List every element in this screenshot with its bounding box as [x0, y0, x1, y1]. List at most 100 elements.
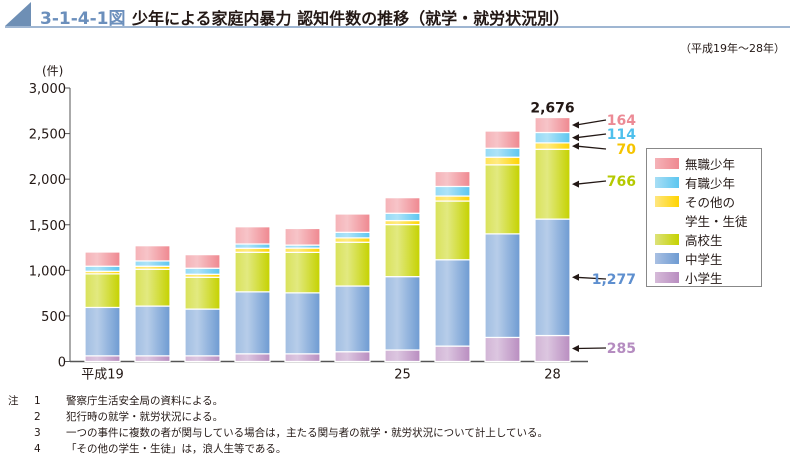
note-item: 2 犯行時の就学・就労状況による。 — [8, 409, 548, 425]
bar-segment — [434, 185, 471, 197]
note-text: 警察庁生活安全局の資料による。 — [66, 395, 224, 407]
bar-segment — [384, 276, 421, 351]
legend-swatch — [655, 253, 679, 264]
note-number: 3 — [34, 427, 41, 439]
annotation-arrow — [575, 119, 607, 126]
y-tick-label: 2,500 — [29, 128, 66, 143]
bar-segment — [484, 130, 521, 149]
bar-segment — [134, 268, 171, 307]
bar-segment — [234, 353, 271, 363]
bar-segment — [434, 195, 471, 202]
figure-number: 3-1-4-1図 — [40, 9, 126, 29]
y-tick-label: 0 — [58, 356, 66, 371]
bar-segment — [284, 227, 321, 246]
bar-segment — [484, 336, 521, 363]
note-number: 2 — [34, 411, 41, 423]
legend-swatch — [655, 177, 679, 188]
total-label: 2,676 — [530, 101, 574, 117]
legend-label: 学生・生徒 — [685, 214, 748, 229]
legend-item-employed: 有職少年 — [655, 173, 735, 192]
bar-segment — [134, 245, 171, 262]
bar-segment — [284, 247, 321, 253]
bar-segment — [334, 241, 371, 287]
bar-segment — [184, 254, 221, 269]
legend-item-middle: 中学生 — [655, 249, 723, 268]
x-tick-label: 平成19 — [81, 368, 124, 383]
legend-item-other: その他の — [655, 192, 735, 211]
y-axis-label: (件) — [42, 64, 63, 78]
bar-segment — [534, 218, 571, 337]
legend-swatch — [655, 234, 679, 245]
arrowhead-icon — [572, 273, 579, 281]
bar-segment — [234, 251, 271, 293]
annotation-label: 1,277 — [592, 272, 636, 288]
x-tick-label: 25 — [394, 368, 411, 383]
bar-segment — [134, 260, 171, 267]
legend-label: その他の — [685, 195, 736, 210]
bar-segment — [84, 273, 121, 309]
y-tick-label: 1,500 — [29, 219, 66, 234]
bar-segment — [334, 351, 371, 363]
note-text: 一つの事件に複数の者が関与している場合は，主たる関与者の就学・就労状況について計… — [66, 427, 549, 439]
annotation-label: 285 — [607, 341, 636, 357]
y-tick-label: 2,000 — [29, 173, 66, 188]
note-text: 犯行時の就学・就労状況による。 — [66, 411, 224, 423]
bar-segment — [384, 197, 421, 214]
bar-segment — [134, 305, 171, 357]
legend-swatch — [655, 196, 679, 207]
note-item: 4 「その他の学生・生徒」は，浪人生等である。 — [8, 441, 548, 457]
annotation-arrow — [575, 180, 607, 185]
note-item: 3 一つの事件に複数の者が関与している場合は，主たる関与者の就学・就労状況について… — [8, 425, 548, 441]
y-tick-label: 500 — [41, 310, 66, 325]
bar-segment — [334, 231, 371, 239]
bar-segment — [384, 223, 421, 278]
legend-label: 有職少年 — [685, 176, 736, 191]
legend-swatch — [655, 158, 679, 169]
bar-segment — [484, 164, 521, 235]
annotation-label: 114 — [607, 127, 636, 143]
legend-item-high: 高校生 — [655, 230, 723, 249]
bar-segment — [134, 355, 171, 363]
annotation-arrow — [575, 133, 607, 139]
note-item: 注 1 警察庁生活安全局の資料による。 — [8, 393, 548, 409]
title-triangle-icon — [5, 2, 31, 26]
period-label: （平成19年～28年） — [680, 42, 785, 55]
bar-segment — [234, 243, 271, 249]
bar-segment — [184, 308, 221, 357]
bar-segment — [534, 148, 571, 220]
bar-segment — [484, 147, 521, 158]
notes-prefix: 注 — [8, 395, 19, 407]
legend-label: 高校生 — [685, 233, 723, 248]
bar-segment — [184, 276, 221, 310]
bar-segment — [484, 156, 521, 166]
arrowhead-icon — [572, 345, 579, 353]
bar-segment — [184, 267, 221, 275]
bar-segment — [334, 237, 371, 243]
bar-segment — [534, 334, 571, 363]
bar-segment — [434, 259, 471, 347]
bar-segment — [284, 251, 321, 294]
bar-segment — [534, 142, 571, 150]
arrowhead-icon — [572, 180, 579, 188]
arrowhead-icon — [572, 134, 579, 142]
legend: 無職少年 有職少年 その他の 学生・生徒 高校生 中学生 小学生 — [646, 148, 762, 287]
note-number: 4 — [34, 443, 41, 455]
annotation-arrow — [575, 145, 607, 150]
bar-segment — [284, 353, 321, 363]
bar-segment — [434, 345, 471, 363]
bar-segment — [84, 306, 121, 357]
bar-segment — [434, 170, 471, 188]
bar-segment — [334, 213, 371, 233]
legend-label: 中学生 — [685, 252, 723, 267]
legend-label: 小学生 — [685, 271, 723, 286]
title-bar: 3-1-4-1図 少年による家庭内暴力 認知件数の推移（就学・就労状況別） — [0, 0, 795, 30]
bar-segment — [534, 131, 571, 144]
bar-segment — [484, 233, 521, 339]
bar-segment — [284, 292, 321, 355]
x-tick-label: 28 — [544, 368, 561, 383]
title-underline — [5, 26, 790, 28]
legend-swatch — [655, 272, 679, 283]
bar-segment — [234, 291, 271, 355]
legend-item-other-line2: 学生・生徒 — [685, 211, 748, 230]
